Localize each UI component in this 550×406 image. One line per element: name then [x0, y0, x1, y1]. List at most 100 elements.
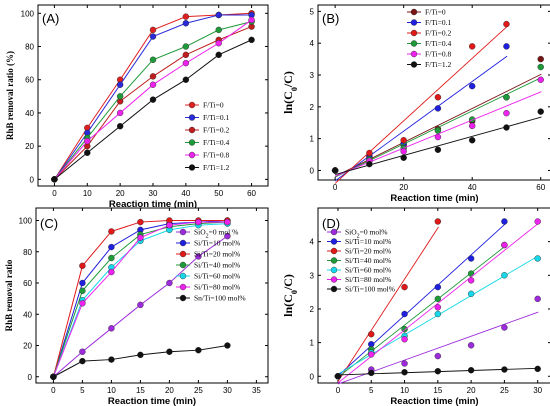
legend-marker: [179, 294, 187, 302]
data-point: [534, 255, 541, 262]
y-axis-label: ln(C0/C): [281, 71, 299, 114]
x-axis-label: Reaction time (min): [390, 193, 478, 204]
legend-marker: [188, 139, 196, 146]
y-tick-label: 3: [310, 271, 315, 280]
data-point: [434, 310, 442, 318]
x-tick-label: 25: [500, 386, 509, 395]
legend-marker: [188, 114, 196, 121]
data-point: [79, 300, 86, 307]
y-tick-label: 100: [19, 217, 33, 226]
legend-label: F/Ti=0.2: [203, 126, 230, 135]
panel-label: (D): [322, 216, 340, 231]
data-point: [149, 26, 157, 34]
y-axis-label: ln(C0/C): [281, 274, 299, 317]
data-point: [116, 123, 124, 130]
data-point: [108, 268, 115, 276]
series-7: [50, 342, 231, 380]
data-point: [137, 218, 144, 226]
legend-marker: [330, 266, 338, 274]
legend-label: F/Ti=0.8: [425, 50, 452, 59]
data-point: [149, 73, 157, 80]
legend-label: Si/Ti=20 mol%: [194, 250, 240, 259]
data-point: [108, 356, 115, 363]
legend-label: F/Ti=1.2: [203, 163, 230, 172]
legend-label: SiO2=0 mol%: [345, 228, 387, 240]
data-point: [537, 63, 544, 71]
data-point: [368, 351, 375, 358]
y-tick-label: 2: [310, 103, 315, 112]
data-point: [468, 43, 476, 50]
chart-panel-1: 0 10 20 30 40 50 60 0 20 40 60 80 100 Reaction time (…: [5, 4, 269, 210]
data-point: [501, 324, 508, 331]
data-point: [434, 295, 442, 303]
data-point: [79, 357, 86, 365]
x-tick-label: 40: [468, 183, 477, 192]
data-point: [434, 368, 442, 375]
data-point: [166, 221, 173, 229]
x-tick-label: 15: [136, 386, 145, 395]
data-point: [503, 94, 510, 101]
legend-marker: [410, 29, 418, 37]
x-tick-label: 20: [467, 386, 476, 395]
legend-label: Si/Ti=10 mol%: [345, 237, 391, 246]
series-5: [51, 16, 255, 183]
data-point: [166, 279, 173, 287]
legend-marker: [188, 151, 196, 159]
data-point: [434, 283, 442, 291]
legend-label: Si/Ti=60 mol%: [345, 266, 391, 275]
y-tick-label: 60: [25, 76, 34, 85]
x-tick-label: 15: [433, 386, 442, 395]
x-tick-label: 25: [194, 386, 203, 395]
y-tick-label: 20: [23, 342, 32, 351]
legend-label: Si/Ti=100 mol%: [345, 285, 395, 294]
legend-marker: [410, 8, 418, 16]
data-point: [534, 365, 541, 373]
legend-marker: [330, 247, 338, 255]
data-point: [215, 11, 222, 19]
legend-label: Si/Ti=40 mol%: [194, 261, 240, 270]
legend-marker: [410, 40, 418, 47]
data-point: [137, 234, 144, 241]
data-point: [195, 346, 202, 354]
series-7: [334, 365, 541, 380]
y-tick-label: 40: [23, 310, 32, 319]
data-point: [434, 304, 442, 311]
y-tick-label: 0: [310, 372, 315, 381]
data-point: [434, 105, 442, 112]
data-point: [248, 16, 255, 24]
data-point: [182, 51, 190, 59]
data-point: [215, 39, 222, 47]
legend-label: Si/Ti=60 mol%: [194, 272, 240, 281]
fit-line: [334, 26, 508, 184]
legend-marker: [188, 126, 196, 134]
x-tick-label: 30: [223, 386, 232, 395]
legend-label: F/Ti=0: [203, 101, 224, 110]
data-point: [368, 331, 375, 338]
y-tick-label: 4: [310, 39, 315, 48]
data-point: [334, 373, 342, 380]
data-point: [182, 43, 190, 50]
data-point: [79, 348, 86, 355]
data-point: [79, 287, 86, 295]
data-point: [137, 351, 144, 359]
x-tick-label: 5: [80, 386, 85, 395]
x-tick-label: 20: [399, 183, 408, 192]
data-point: [331, 167, 339, 174]
data-point: [79, 279, 86, 287]
chart-panel-4: 0 5 10 15 20 25 30 0 1 2 3 4 Reaction time (min) ln(C…: [281, 207, 550, 406]
legend-label: F/Ti=0.4: [425, 39, 452, 48]
data-point: [467, 342, 475, 349]
plot-frame: [317, 207, 550, 384]
data-point: [467, 290, 475, 298]
data-point: [503, 43, 510, 50]
legend-label: F/Ti=0: [425, 8, 446, 17]
data-point: [224, 232, 231, 240]
data-point: [537, 76, 544, 83]
data-point: [366, 160, 373, 168]
data-point: [108, 228, 115, 235]
legend-label: Si/Ti=80 mol%: [345, 275, 391, 284]
data-point: [182, 13, 190, 20]
legend-marker: [179, 239, 187, 247]
x-tick-label: 60: [536, 183, 545, 192]
